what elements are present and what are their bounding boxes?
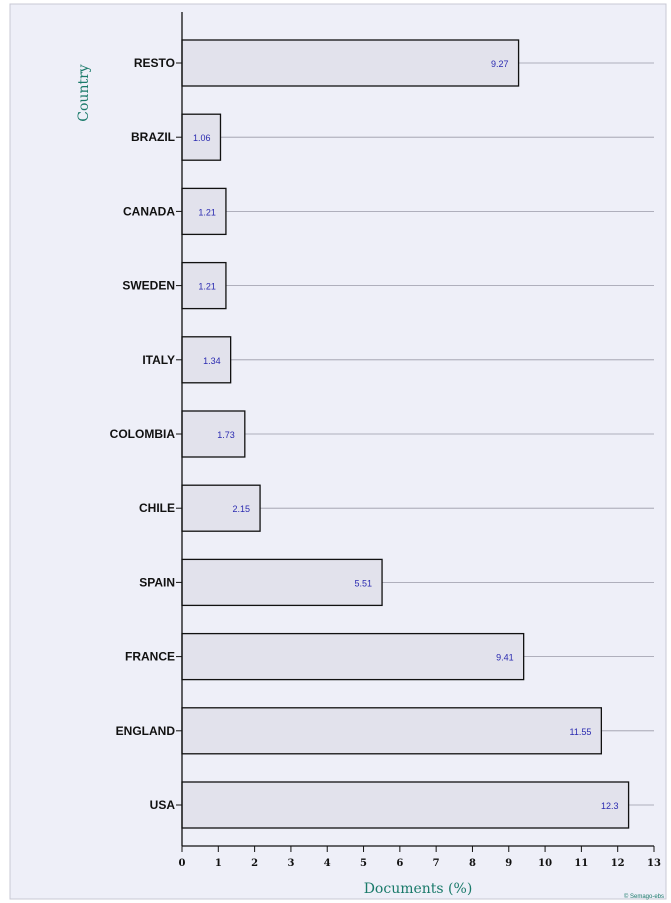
bars xyxy=(181,39,630,829)
bar-sweden xyxy=(181,261,227,310)
x-tick-label: 7 xyxy=(433,858,440,869)
value-label: 1.21 xyxy=(198,282,216,292)
x-tick-label: 10 xyxy=(538,858,552,869)
category-label: RESTO xyxy=(134,56,175,70)
category-label: CANADA xyxy=(123,204,175,218)
value-label: 1.34 xyxy=(203,356,221,366)
credit-text: © Semago-ebs xyxy=(624,893,664,900)
value-label: 1.21 xyxy=(198,207,216,217)
value-labels: 9.27 1.06 1.21 1.21 1.34 1.73 2.15 5.51 9.41 11.5… xyxy=(193,59,619,811)
bar-england xyxy=(181,707,603,755)
category-label: SPAIN xyxy=(139,575,175,589)
x-tick-label: 2 xyxy=(251,858,258,869)
x-tick-label: 9 xyxy=(505,858,512,869)
bar-resto xyxy=(181,39,520,87)
bar-france xyxy=(181,632,525,681)
x-tick-label: 13 xyxy=(647,858,661,869)
value-label: 11.55 xyxy=(569,727,591,737)
x-tick-label: 3 xyxy=(287,858,294,869)
x-axis-title: Documents (%) xyxy=(364,881,473,897)
value-label: 9.27 xyxy=(491,59,509,69)
category-label: FRANCE xyxy=(125,650,175,664)
x-tick-label: 12 xyxy=(611,858,625,869)
bar-chile xyxy=(181,484,261,532)
category-label: USA xyxy=(150,798,176,812)
category-label: BRAZIL xyxy=(131,130,175,144)
bar-spain xyxy=(181,558,383,607)
bar-italy xyxy=(181,336,232,384)
y-axis-title: Country xyxy=(76,64,92,121)
axes: 0 1 2 3 4 5 6 7 8 9 10 11 12 13 xyxy=(176,12,661,869)
category-label: ENGLAND xyxy=(116,724,176,738)
value-label: 12.3 xyxy=(601,801,619,811)
x-tick-label: 6 xyxy=(396,858,403,869)
x-tick-label: 1 xyxy=(215,858,222,869)
plot-background xyxy=(9,3,667,900)
value-label: 5.51 xyxy=(355,578,373,588)
category-label: SWEDEN xyxy=(122,279,175,293)
value-label: 2.15 xyxy=(233,504,251,514)
x-tick-label: 0 xyxy=(179,858,186,869)
x-tick-label: 5 xyxy=(360,858,367,869)
value-label: 1.73 xyxy=(217,430,235,440)
x-tick-label: 8 xyxy=(469,858,476,869)
category-labels: RESTO BRAZIL CANADA SWEDEN ITALY COLOMBIA CHIL… xyxy=(110,56,176,812)
x-tick-label: 4 xyxy=(324,858,331,869)
category-label: CHILE xyxy=(139,501,175,515)
value-label: 1.06 xyxy=(193,133,211,143)
category-label: ITALY xyxy=(142,353,175,367)
bar-colombia xyxy=(181,410,246,458)
bar-usa xyxy=(181,781,630,829)
value-label: 9.41 xyxy=(496,653,514,663)
category-label: COLOMBIA xyxy=(110,427,176,441)
x-tick-label: 11 xyxy=(574,858,588,869)
bar-brazil xyxy=(181,113,222,161)
